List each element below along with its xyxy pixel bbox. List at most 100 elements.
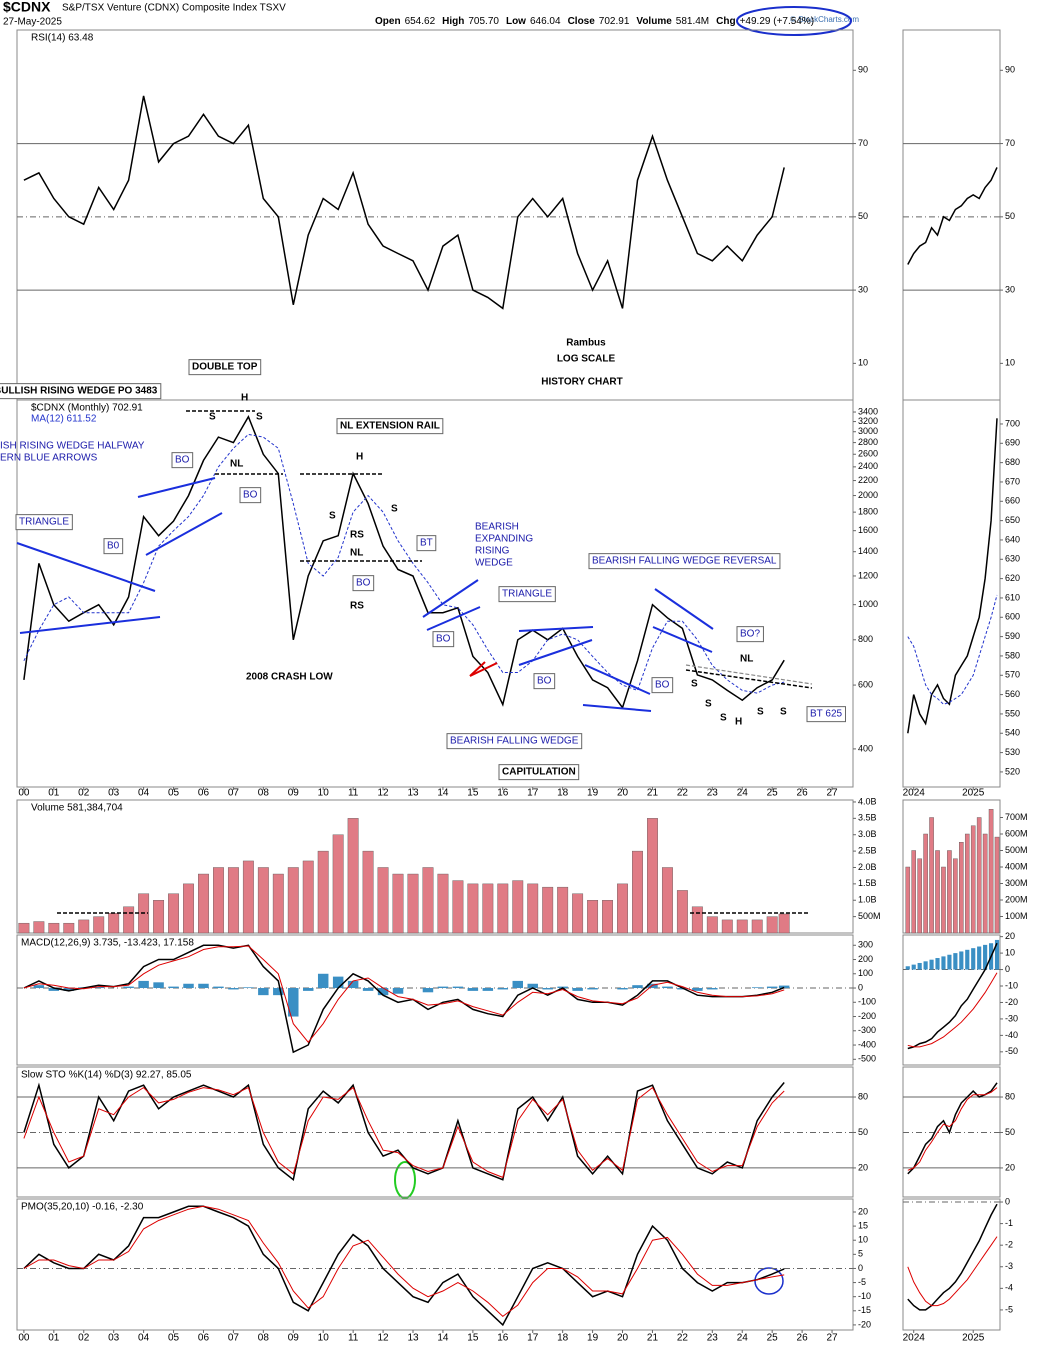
series-line: [23, 433, 785, 694]
y-tick-label: 400: [858, 743, 873, 753]
quote-value: +49.29 (+7.54%): [740, 16, 815, 27]
y-tick-label: 10: [858, 358, 868, 368]
bar: [905, 866, 911, 934]
y-tick-label: 590: [1005, 631, 1020, 641]
bar: [778, 913, 790, 934]
y-tick-label: 1.0B: [858, 895, 877, 905]
bar: [227, 867, 239, 934]
y-tick-label: 100M: [1005, 911, 1028, 921]
x-tick-label: 12: [378, 788, 390, 799]
series-line: [23, 1205, 785, 1327]
series-line: [907, 1236, 998, 1307]
y-tick-label: 70: [1005, 138, 1015, 148]
annotation: H: [356, 452, 363, 463]
y-tick-label: 0: [858, 982, 863, 992]
y-tick-label: 200: [858, 954, 873, 964]
panel-frame: [902, 1198, 1001, 1331]
bar: [273, 988, 284, 996]
y-tick-label: -400: [858, 1039, 876, 1049]
x-tick-label: 10: [318, 1333, 330, 1344]
legend-entry: Volume 581,384,704: [31, 803, 123, 814]
bar: [512, 880, 524, 934]
bar: [929, 817, 934, 934]
trendline: [654, 588, 714, 630]
x-tick-label: 19: [587, 1333, 599, 1344]
y-tick-label: 2400: [858, 461, 878, 471]
x-tick-label: 2025: [962, 788, 985, 799]
bar: [257, 867, 269, 934]
bar: [941, 956, 946, 970]
annotation-box: [736, 626, 764, 643]
y-tick-label: 3.0B: [858, 829, 877, 839]
bar: [422, 988, 434, 993]
bar: [467, 988, 479, 991]
x-tick-label: 24: [737, 788, 749, 799]
x-tick-label: 09: [288, 1333, 300, 1344]
annotation: BO: [175, 455, 190, 466]
x-tick-label: 2025: [962, 1333, 985, 1344]
annotation-box: [498, 764, 580, 781]
y-tick-label: -500: [858, 1054, 876, 1064]
y-tick-label: -3: [1005, 1261, 1013, 1271]
x-tick-label: 23: [707, 1333, 719, 1344]
x-tick-label: 14: [437, 1333, 449, 1344]
y-tick-label: 15: [858, 1220, 868, 1230]
y-tick-label: -40: [1005, 1030, 1018, 1040]
annotation: BEARISH: [475, 522, 519, 533]
annotation: CAPITULATION: [502, 767, 576, 778]
series-line: [907, 167, 998, 265]
y-tick-label: 570: [1005, 670, 1020, 680]
x-tick-label: 12: [378, 1333, 390, 1344]
trendline: [426, 606, 481, 631]
x-tick-label: 05: [168, 788, 180, 799]
bar: [751, 919, 763, 934]
series-line: [23, 95, 785, 310]
bar: [935, 958, 940, 970]
y-tick-label: 600: [1005, 612, 1020, 622]
bar: [959, 842, 964, 934]
quote-label: Low: [506, 16, 526, 27]
bar: [976, 817, 982, 934]
y-tick-label: 100: [858, 968, 873, 978]
annotation-box: [498, 586, 556, 603]
trendline: [652, 626, 713, 653]
y-tick-label: -1: [1005, 1218, 1013, 1228]
bar: [527, 983, 538, 989]
x-tick-label: 02: [78, 1333, 90, 1344]
bar: [965, 949, 970, 970]
bar: [994, 939, 1000, 970]
bar: [347, 818, 359, 934]
x-tick-label: 25: [767, 788, 779, 799]
x-tick-label: 03: [108, 1333, 120, 1344]
bar: [93, 986, 104, 989]
bar: [392, 988, 404, 994]
brand: © StockCharts.com: [790, 15, 859, 24]
bar: [959, 951, 964, 970]
y-tick-label: -300: [858, 1025, 876, 1035]
x-tick-label: 17: [527, 1333, 539, 1344]
x-tick-label: 06: [198, 1333, 210, 1344]
bar: [183, 883, 194, 934]
bar: [317, 973, 329, 989]
bar: [138, 980, 149, 989]
trendline: [582, 704, 652, 712]
y-tick-label: 1800: [858, 507, 878, 517]
annotation: BEARISH FALLING WEDGE REVERSAL: [592, 556, 777, 567]
annotation: S: [780, 707, 787, 718]
panel-frame: [16, 934, 854, 1066]
annotation: BO: [436, 634, 451, 645]
x-tick-label: 13: [407, 1333, 419, 1344]
trendline: [469, 661, 486, 677]
bar: [929, 959, 934, 970]
bar: [994, 836, 1000, 934]
trendline: [584, 664, 651, 695]
trendline: [685, 669, 813, 689]
y-tick-label: 500M: [1005, 845, 1028, 855]
bar: [736, 919, 748, 934]
annotation: S: [209, 412, 216, 423]
x-tick-label: 18: [557, 788, 569, 799]
bar: [923, 961, 928, 970]
y-tick-label: 550: [1005, 708, 1020, 718]
bar: [78, 919, 90, 934]
